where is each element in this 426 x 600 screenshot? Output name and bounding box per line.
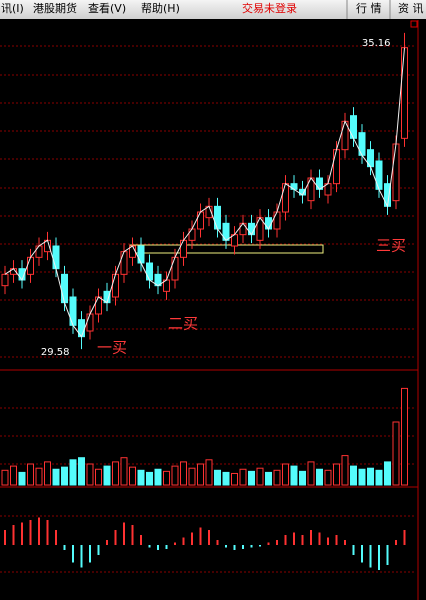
- candle-body: [392, 143, 400, 202]
- candle-body: [171, 256, 179, 281]
- volume-bar: [375, 469, 383, 486]
- candle-body: [265, 217, 272, 230]
- status: 交易未登录: [242, 1, 297, 15]
- volume-bar: [256, 467, 264, 486]
- volume-bar: [265, 471, 272, 486]
- volume-bar: [95, 468, 102, 486]
- volume-bar: [171, 465, 179, 486]
- volume-bar: [384, 461, 391, 486]
- candle-body: [27, 256, 34, 275]
- candle-body: [95, 296, 102, 315]
- volume-bar: [180, 461, 187, 486]
- tab[interactable]: 行 情: [356, 2, 382, 15]
- volume-bar: [188, 467, 196, 486]
- volume-bar: [27, 463, 34, 486]
- candle-body: [197, 211, 204, 230]
- volume-bar: [103, 465, 111, 486]
- candle-body: [282, 183, 289, 213]
- volume-bar: [358, 468, 366, 486]
- volume-bar: [205, 459, 213, 486]
- annotation: 三买: [376, 237, 406, 255]
- volume-bar: [401, 387, 408, 486]
- candle-body: [120, 251, 128, 275]
- menu-item[interactable]: 查看(V): [88, 1, 126, 15]
- menu-item[interactable]: 帮助(H): [141, 1, 180, 15]
- candle-body: [112, 273, 119, 298]
- volume-bar: [35, 467, 43, 486]
- volume-bar: [324, 469, 332, 486]
- volume-bar: [86, 463, 94, 486]
- volume-bar: [154, 468, 162, 486]
- corner-box: [410, 20, 418, 28]
- volume-bar: [10, 465, 17, 486]
- volume-bar: [197, 463, 204, 486]
- volume-bar: [392, 421, 400, 486]
- volume-bar: [120, 457, 128, 486]
- menu-bar: [0, 0, 426, 19]
- low-label: 29.58: [41, 347, 70, 358]
- annotation: 一买: [97, 339, 127, 357]
- close-line: [4, 47, 405, 338]
- candle-body: [401, 47, 408, 139]
- volume-bar: [307, 461, 315, 486]
- volume-bar: [214, 469, 221, 486]
- volume-bar: [333, 463, 340, 486]
- volume-bar: [282, 463, 289, 486]
- menu-item[interactable]: 讯(I): [1, 2, 24, 15]
- volume-bar: [248, 470, 255, 486]
- volume-bar: [61, 466, 68, 486]
- volume-bar: [290, 465, 298, 486]
- volume-bar: [273, 469, 281, 486]
- tab[interactable]: 资 讯: [398, 2, 424, 15]
- volume-bar: [350, 465, 357, 486]
- volume-bar: [146, 471, 153, 486]
- volume-bar: [231, 472, 238, 486]
- volume-bar: [137, 469, 145, 486]
- candle-body: [180, 239, 187, 258]
- high-label: 35.16: [362, 38, 391, 49]
- annotation: 二买: [168, 315, 198, 333]
- candle-body: [52, 245, 60, 270]
- candle-body: [273, 211, 281, 230]
- candle-body: [239, 222, 247, 236]
- volume-bar: [18, 471, 26, 486]
- menu-item[interactable]: 港股期货: [33, 1, 77, 15]
- volume-bar: [1, 469, 9, 486]
- volume-bar: [239, 468, 247, 486]
- volume-bar: [299, 470, 306, 486]
- volume-bar: [112, 461, 119, 486]
- candle-body: [214, 205, 221, 230]
- plot: 35.16 29.58 一买 二买 三买: [1, 32, 408, 570]
- volume-bar: [341, 455, 349, 486]
- volume-bar: [316, 468, 323, 486]
- volume-bar: [44, 461, 51, 486]
- candle-body: [1, 273, 9, 287]
- candle-body: [35, 245, 43, 258]
- candle-body: [248, 222, 255, 236]
- volume-bar: [163, 470, 170, 486]
- volume-bar: [367, 467, 374, 486]
- candle-body: [146, 262, 153, 281]
- candle-body: [61, 273, 68, 304]
- volume-bar: [222, 471, 230, 486]
- candle-body: [188, 228, 196, 241]
- candle-body: [137, 245, 145, 264]
- candle-body: [86, 313, 94, 332]
- volume-bar: [69, 459, 77, 486]
- volume-bar: [78, 457, 85, 486]
- volume-bar: [129, 466, 136, 486]
- candle-body: [333, 149, 340, 185]
- volume-bar: [52, 468, 60, 486]
